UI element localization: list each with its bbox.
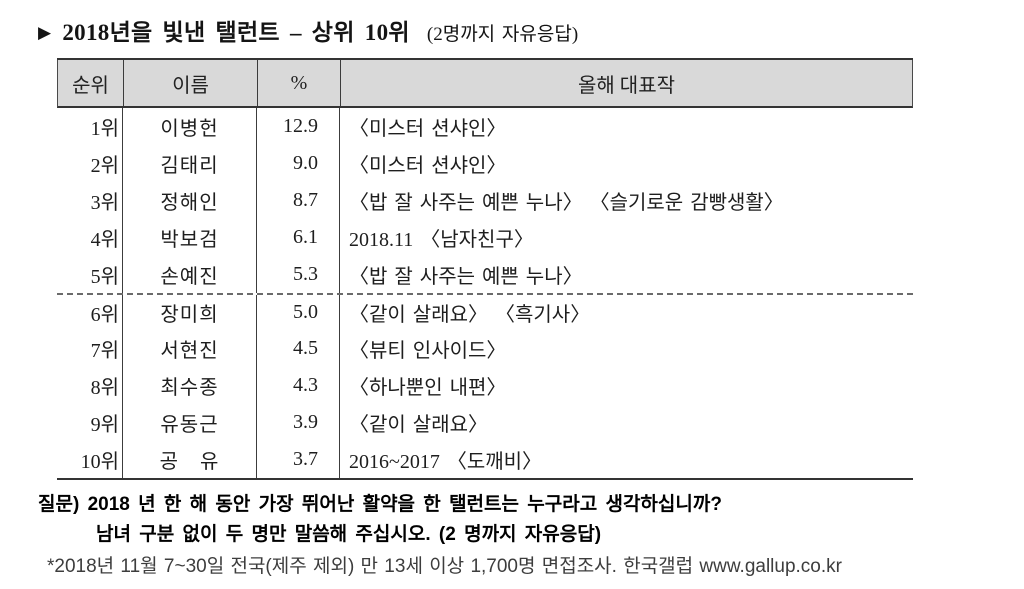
name-cell: 박보검	[123, 219, 257, 256]
percent-cell: 8.7	[257, 182, 340, 219]
percent-cell: 5.3	[257, 256, 340, 293]
rank-cell: 4위	[57, 219, 123, 256]
works-cell: 〈뷰티 인사이드〉	[349, 340, 507, 362]
name-cell: 김태리	[123, 145, 257, 182]
header-works: 올해 대표작	[578, 74, 675, 97]
percent-cell: 5.0	[257, 295, 340, 330]
name-cell: 유동근	[123, 404, 257, 441]
table-row: 6위 장미희 5.0 〈같이 살래요〉 〈흑기사〉	[57, 293, 913, 330]
table-row: 9위 유동근 3.9 〈같이 살래요〉	[57, 404, 913, 441]
name-cell: 손예진	[123, 256, 257, 293]
header-percent: %	[258, 60, 341, 106]
name-cell: 공 유	[123, 441, 257, 478]
rank-cell: 3위	[57, 182, 123, 219]
header-rank: 순위	[58, 60, 124, 106]
table-header-row: 순위 이름 % 올해 대표작	[57, 60, 913, 108]
table-row: 2위 김태리 9.0 〈미스터 션샤인〉	[57, 145, 913, 182]
table-row: 3위 정해인 8.7 〈밥 잘 사주는 예쁜 누나〉 〈슬기로운 감빵생활〉	[57, 182, 913, 219]
percent-cell: 3.7	[257, 441, 340, 478]
name-cell: 서현진	[123, 330, 257, 367]
name-cell: 이병헌	[123, 108, 257, 145]
percent-cell: 9.0	[257, 145, 340, 182]
rank-cell: 1위	[57, 108, 123, 145]
figure-title-text: 2018년을 빛낸 탤런트 – 상위 10위	[62, 20, 410, 45]
percent-cell: 4.3	[257, 367, 340, 404]
rank-cell: 6위	[57, 295, 123, 330]
rank-cell: 10위	[57, 441, 123, 478]
table-row: 4위 박보검 6.1 2018.11 〈남자친구〉	[57, 219, 913, 256]
rank-cell: 8위	[57, 367, 123, 404]
table-row: 10위 공 유 3.7 2016~2017 〈도깨비〉	[57, 441, 913, 478]
rank-cell: 5위	[57, 256, 123, 293]
percent-cell: 6.1	[257, 219, 340, 256]
table-row: 5위 손예진 5.3 〈밥 잘 사주는 예쁜 누나〉	[57, 256, 913, 293]
works-cell: 〈밥 잘 사주는 예쁜 누나〉	[349, 266, 583, 288]
name-cell: 정해인	[123, 182, 257, 219]
percent-cell: 3.9	[257, 404, 340, 441]
ranking-table: 순위 이름 % 올해 대표작 1위 이병헌 12.9 〈미스터 션샤인〉 2위 …	[57, 58, 913, 480]
percent-cell: 12.9	[257, 108, 340, 145]
percent-cell: 4.5	[257, 330, 340, 367]
works-cell: 2018.11 〈남자친구〉	[349, 229, 534, 251]
table-row: 7위 서현진 4.5 〈뷰티 인사이드〉	[57, 330, 913, 367]
rank-cell: 7위	[57, 330, 123, 367]
works-cell: 〈같이 살래요〉 〈흑기사〉	[349, 304, 591, 326]
works-cell: 〈미스터 션샤인〉	[349, 155, 507, 177]
works-cell: 〈미스터 션샤인〉	[349, 118, 507, 140]
rank-cell: 2위	[57, 145, 123, 182]
triangle-bullet-icon: ▶	[38, 23, 52, 42]
table-row: 8위 최수종 4.3 〈하나뿐인 내편〉	[57, 367, 913, 404]
header-name: 이름	[124, 60, 258, 106]
survey-source-note: *2018년 11월 7~30일 전국(제주 제외) 만 13세 이상 1,70…	[47, 556, 842, 577]
works-cell: 2016~2017 〈도깨비〉	[349, 451, 543, 473]
works-cell: 〈같이 살래요〉	[349, 414, 488, 436]
survey-question-line1: 질문) 2018 년 한 해 동안 가장 뛰어난 활약을 한 탤런트는 누구라고…	[38, 494, 722, 515]
figure-title: ▶ 2018년을 빛낸 탤런트 – 상위 10위 (2명까지 자유응답)	[38, 13, 578, 47]
works-cell: 〈밥 잘 사주는 예쁜 누나〉 〈슬기로운 감빵생활〉	[349, 192, 784, 214]
name-cell: 최수종	[123, 367, 257, 404]
survey-question-line2: 남녀 구분 없이 두 명만 말씀해 주십시오. (2 명까지 자유응답)	[96, 524, 602, 545]
rank-cell: 9위	[57, 404, 123, 441]
name-cell: 장미희	[123, 295, 257, 330]
table-row: 1위 이병헌 12.9 〈미스터 션샤인〉	[57, 108, 913, 145]
figure-title-suffix: (2명까지 자유응답)	[426, 24, 579, 45]
works-cell: 〈하나뿐인 내편〉	[349, 377, 507, 399]
